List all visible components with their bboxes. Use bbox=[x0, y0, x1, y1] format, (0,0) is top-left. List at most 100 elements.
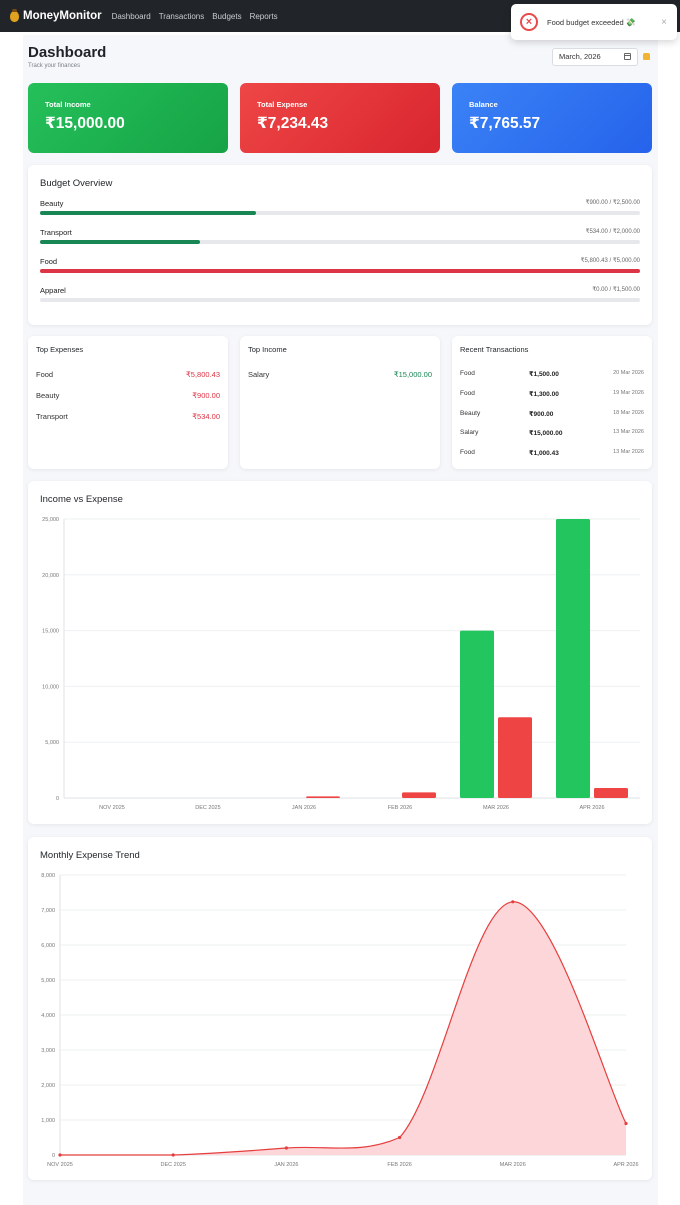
expense-trend-point bbox=[624, 1121, 628, 1126]
y-tick-label: 6,000 bbox=[41, 943, 55, 949]
y-tick-label: 25,000 bbox=[42, 517, 59, 523]
income-bar bbox=[556, 519, 590, 798]
list-item: Transport ₹534.00 bbox=[36, 412, 220, 421]
transaction-date: 18 Mar 2026 bbox=[613, 410, 644, 416]
toast-close-button[interactable]: × bbox=[661, 17, 667, 28]
transaction-row[interactable]: Food ₹1,300.00 19 Mar 2026 bbox=[460, 390, 644, 398]
expense-amount: ₹534.00 bbox=[192, 412, 220, 421]
list-item: Food ₹5,800.43 bbox=[36, 370, 220, 379]
transaction-category: Salary bbox=[460, 429, 479, 436]
total-expense-label: Total Expense bbox=[257, 100, 308, 109]
transaction-row[interactable]: Salary ₹15,000.00 13 Mar 2026 bbox=[460, 429, 644, 437]
expense-category: Food bbox=[36, 370, 54, 379]
toast-notification: × Food budget exceeded 💸 × bbox=[511, 4, 677, 40]
x-tick-label: MAR 2026 bbox=[500, 1162, 526, 1168]
x-tick-label: FEB 2026 bbox=[387, 1162, 411, 1168]
calendar-icon bbox=[624, 53, 631, 60]
toast-message: Food budget exceeded bbox=[547, 17, 624, 27]
transaction-date: 19 Mar 2026 bbox=[613, 390, 644, 396]
balance-value: ₹7,765.57 bbox=[469, 115, 541, 132]
transaction-row[interactable]: Food ₹1,000.43 13 Mar 2026 bbox=[460, 449, 644, 457]
balance-card: Balance ₹7,765.57 bbox=[452, 83, 652, 153]
month-picker-value: March, 2026 bbox=[559, 52, 601, 61]
income-vs-expense-panel: Income vs Expense 0 5,000 10,000 15,000 20,0… bbox=[28, 481, 652, 824]
budget-progress-track bbox=[40, 240, 640, 244]
transaction-category: Food bbox=[460, 449, 475, 456]
budget-name: Beauty bbox=[40, 199, 64, 208]
y-tick-label: 15,000 bbox=[42, 629, 59, 635]
transaction-amount: ₹1,500.00 bbox=[529, 371, 559, 378]
income-vs-expense-title: Income vs Expense bbox=[40, 494, 123, 505]
page-title: Dashboard bbox=[28, 44, 107, 61]
transaction-category: Beauty bbox=[460, 410, 481, 417]
y-tick-label: 8,000 bbox=[41, 873, 55, 879]
budget-amount: ₹900.00 / ₹2,500.00 bbox=[585, 200, 640, 206]
expense-trend-point bbox=[284, 1146, 288, 1150]
y-tick-label: 4,000 bbox=[41, 1013, 55, 1019]
budget-name: Transport bbox=[40, 228, 72, 237]
budget-amount: ₹5,800.43 / ₹5,000.00 bbox=[580, 258, 640, 264]
y-tick-label: 0 bbox=[56, 796, 59, 802]
budget-progress-fill bbox=[40, 211, 256, 215]
monthly-expense-trend-panel: Monthly Expense Trend 0 1,000 2,000 3,000 4,… bbox=[28, 837, 652, 1180]
expense-amount: ₹900.00 bbox=[192, 391, 220, 400]
x-tick-label: DEC 2025 bbox=[161, 1162, 186, 1168]
top-income-title: Top Income bbox=[248, 345, 287, 354]
expense-amount: ₹5,800.43 bbox=[186, 370, 220, 379]
income-category: Salary bbox=[248, 370, 270, 379]
expense-category: Transport bbox=[36, 412, 68, 421]
expense-bar bbox=[402, 792, 436, 798]
total-expense-card: Total Expense ₹7,234.43 bbox=[240, 83, 440, 153]
top-expenses-title: Top Expenses bbox=[36, 345, 84, 354]
budget-amount: ₹0.00 / ₹1,500.00 bbox=[592, 287, 640, 293]
total-income-label: Total Income bbox=[45, 100, 91, 109]
x-tick-label: NOV 2025 bbox=[47, 1162, 73, 1168]
x-tick-label: FEB 2026 bbox=[388, 805, 412, 811]
x-tick-label: NOV 2025 bbox=[99, 805, 125, 811]
money-wings-icon: 💸 bbox=[625, 17, 636, 27]
transaction-amount: ₹900.00 bbox=[529, 411, 554, 418]
budget-overview-title: Budget Overview bbox=[40, 178, 113, 189]
brand-name: MoneyMonitor bbox=[23, 10, 102, 22]
budget-name: Apparel bbox=[40, 286, 66, 295]
nav-link-reports[interactable]: Reports bbox=[249, 11, 278, 21]
transaction-row[interactable]: Beauty ₹900.00 18 Mar 2026 bbox=[460, 410, 644, 418]
recent-transactions-title: Recent Transactions bbox=[460, 345, 529, 354]
income-vs-expense-chart: 0 5,000 10,000 15,000 20,000 25,000 NOV 2025 DE… bbox=[42, 517, 640, 811]
brand[interactable]: MoneyMonitor bbox=[10, 8, 102, 22]
nav-link-transactions[interactable]: Transactions bbox=[158, 11, 205, 21]
x-tick-label: APR 2026 bbox=[613, 1162, 638, 1168]
x-tick-label: JAN 2026 bbox=[274, 1162, 298, 1168]
nav-link-dashboard[interactable]: Dashboard bbox=[111, 11, 151, 21]
expense-trend-point bbox=[398, 1135, 402, 1140]
budget-name: Food bbox=[40, 257, 58, 266]
transaction-amount: ₹1,300.00 bbox=[529, 391, 559, 398]
recent-transactions-panel: Recent Transactions Food ₹1,500.00 20 Ma… bbox=[452, 336, 652, 469]
x-tick-label: MAR 2026 bbox=[483, 805, 509, 811]
month-picker[interactable]: March, 2026 bbox=[552, 48, 638, 66]
y-tick-label: 2,000 bbox=[41, 1083, 55, 1089]
y-tick-label: 3,000 bbox=[41, 1048, 55, 1054]
top-income-panel: Top Income Salary ₹15,000.00 bbox=[240, 336, 440, 469]
budget-progress-track bbox=[40, 298, 640, 302]
nav-link-budgets[interactable]: Budgets bbox=[212, 11, 242, 21]
y-tick-label: 1,000 bbox=[41, 1118, 55, 1124]
transaction-amount: ₹15,000.00 bbox=[529, 430, 563, 437]
expense-trend-point bbox=[58, 1153, 62, 1157]
monthly-expense-trend-title: Monthly Expense Trend bbox=[40, 850, 140, 861]
expense-bar bbox=[498, 717, 532, 798]
budget-progress-fill bbox=[40, 240, 201, 244]
transaction-date: 13 Mar 2026 bbox=[613, 429, 644, 435]
income-bar bbox=[460, 630, 494, 798]
transaction-date: 20 Mar 2026 bbox=[613, 370, 644, 376]
list-item: Beauty ₹900.00 bbox=[36, 391, 220, 400]
monthly-expense-trend-chart: 0 1,000 2,000 3,000 4,000 5,000 6,000 7,000 8,00… bbox=[41, 873, 638, 1168]
top-expenses-panel: Top Expenses Food ₹5,800.43 Beauty ₹900.… bbox=[28, 336, 228, 469]
transaction-date: 13 Mar 2026 bbox=[613, 449, 644, 455]
x-circle-icon: × bbox=[520, 13, 538, 31]
notification-icon[interactable] bbox=[643, 53, 650, 60]
total-income-card: Total Income ₹15,000.00 bbox=[28, 83, 228, 153]
y-tick-label: 5,000 bbox=[41, 978, 55, 984]
transaction-row[interactable]: Food ₹1,500.00 20 Mar 2026 bbox=[460, 370, 644, 378]
transaction-category: Food bbox=[460, 390, 475, 397]
